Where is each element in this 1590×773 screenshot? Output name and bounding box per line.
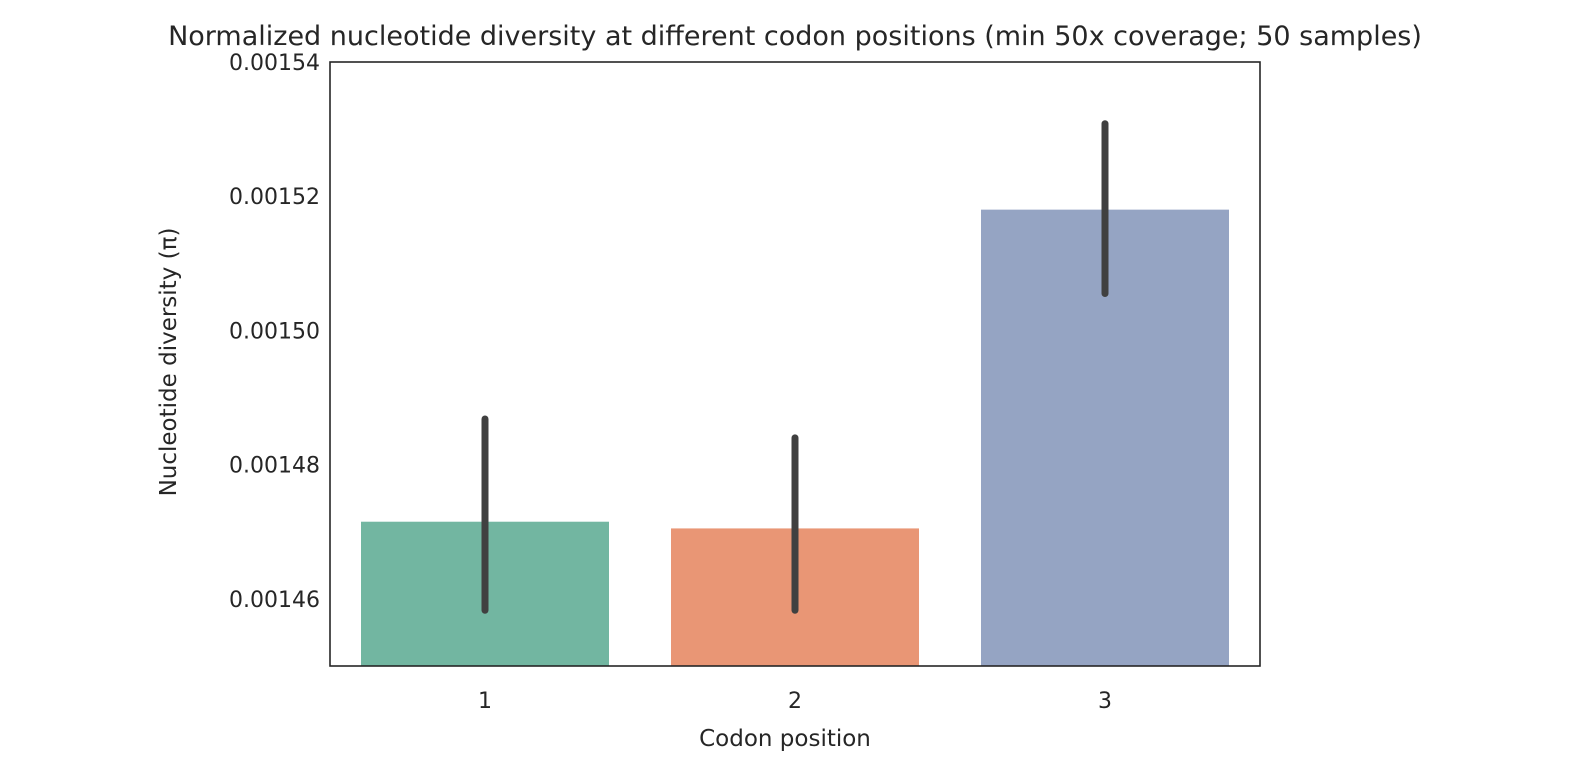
y-tick-label: 0.00150 bbox=[229, 319, 320, 344]
y-tick-label: 0.00152 bbox=[229, 185, 320, 210]
x-tick-label-2: 2 bbox=[788, 689, 802, 714]
chart-title: Normalized nucleotide diversity at diffe… bbox=[168, 21, 1422, 52]
y-axis-label: Nucleotide diversity (π) bbox=[156, 228, 182, 497]
y-tick-label: 0.00154 bbox=[229, 51, 320, 76]
y-tick-label: 0.00148 bbox=[229, 454, 320, 479]
axes-frame bbox=[329, 61, 1261, 667]
x-axis-label: Codon position bbox=[699, 726, 871, 752]
y-tick-label: 0.00146 bbox=[229, 588, 320, 613]
plot-area: 1 2 3 0.00146 0.00148 0.00150 0.00152 0.00154 bbox=[229, 51, 1261, 714]
x-tick-label-3: 3 bbox=[1098, 689, 1112, 714]
x-tick-label-1: 1 bbox=[478, 689, 492, 714]
